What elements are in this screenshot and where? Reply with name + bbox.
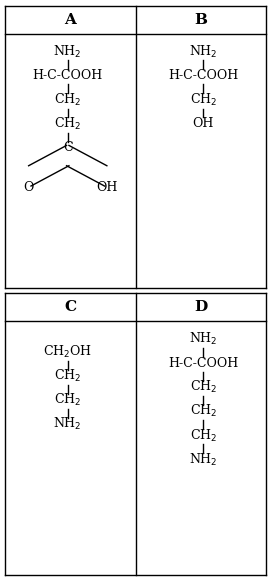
Text: CH$_2$: CH$_2$: [190, 428, 217, 444]
Text: OH: OH: [96, 181, 118, 194]
Text: CH$_2$OH: CH$_2$OH: [43, 344, 92, 360]
Text: CH$_2$: CH$_2$: [54, 92, 81, 107]
Text: CH$_2$: CH$_2$: [54, 368, 81, 384]
Text: H-C-COOH: H-C-COOH: [168, 69, 238, 82]
Text: O: O: [23, 181, 34, 194]
Text: D: D: [194, 300, 207, 314]
Text: A: A: [64, 13, 76, 27]
Text: CH$_2$: CH$_2$: [190, 403, 217, 419]
Text: CH$_2$: CH$_2$: [190, 379, 217, 395]
Text: C: C: [63, 141, 73, 155]
Text: CH$_2$: CH$_2$: [190, 92, 217, 107]
Text: H-C-COOH: H-C-COOH: [33, 69, 103, 82]
Text: NH$_2$: NH$_2$: [53, 416, 82, 432]
Text: CH$_2$: CH$_2$: [54, 392, 81, 408]
Text: NH$_2$: NH$_2$: [189, 451, 218, 468]
Text: OH: OH: [193, 117, 214, 130]
Text: H-C-COOH: H-C-COOH: [168, 357, 238, 370]
Text: NH$_2$: NH$_2$: [189, 44, 218, 59]
Text: NH$_2$: NH$_2$: [53, 44, 82, 59]
Text: CH$_2$: CH$_2$: [54, 116, 81, 132]
Text: C: C: [64, 300, 76, 314]
Text: NH$_2$: NH$_2$: [189, 331, 218, 347]
Text: B: B: [194, 13, 207, 27]
